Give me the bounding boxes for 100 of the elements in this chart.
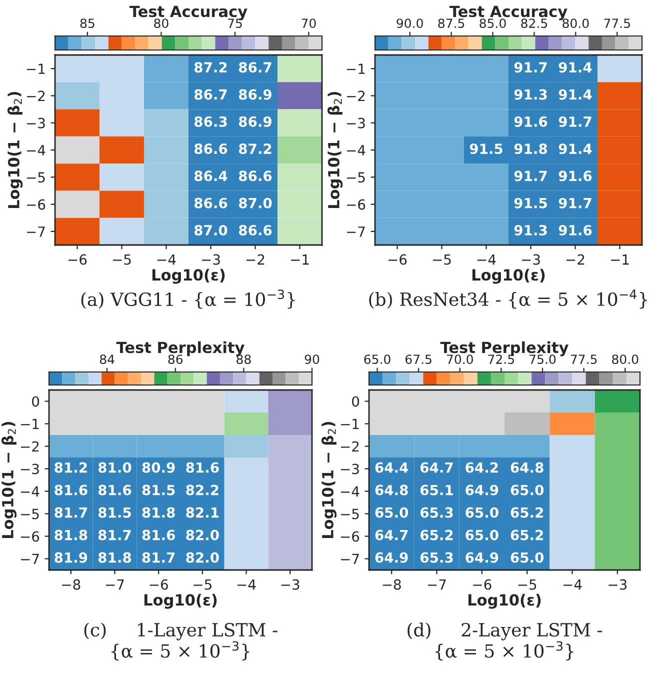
- y-tick-label: −1: [20, 418, 39, 430]
- data-label: 91.8: [514, 144, 548, 154]
- data-label: 91.5: [470, 144, 502, 154]
- text: (d) 2-Layer LSTM - {α = 5 × 10$^{−3}$}: [408, 622, 602, 660]
- data-label: 86.6: [194, 198, 228, 208]
- y-tick-label: −6: [346, 199, 366, 210]
- color-bar-title: Test Perplexity: [116, 341, 244, 356]
- color-bar-label: 70.0: [446, 354, 473, 364]
- data-label: 81.8: [98, 552, 132, 563]
- y-axis-title: Log10(1 − β$_{2}$): [321, 422, 337, 538]
- data-label: 91.4: [558, 144, 592, 154]
- color-bar-label: 85: [80, 18, 94, 28]
- data-label: 81.7: [98, 530, 131, 540]
- y-tick-label: −1: [26, 64, 45, 74]
- color-bar-label: 72.5: [488, 354, 514, 364]
- data-label: 82.2: [186, 484, 218, 496]
- data-label: 91.5: [514, 198, 547, 208]
- y-tick-label: −5: [340, 508, 359, 520]
- data-label: 64.2: [466, 462, 498, 473]
- data-label: 64.8: [510, 462, 544, 473]
- color-bar-label: 82.5: [521, 18, 548, 28]
- color-bar-label: 65.0: [364, 354, 390, 364]
- x-tick-label: −3: [202, 254, 220, 265]
- y-tick-label: −6: [20, 531, 40, 542]
- x-tick-label: −4: [237, 579, 256, 590]
- data-label: 87.2: [238, 144, 272, 154]
- y-tick-label: −1: [346, 64, 365, 74]
- data-label: 87.2: [194, 62, 227, 73]
- data-label: 64.8: [375, 484, 408, 496]
- data-label: 65.0: [510, 552, 544, 563]
- data-label: 81.6: [186, 462, 219, 473]
- y-tick-label: 0: [32, 396, 40, 407]
- x-tick-label: −7: [106, 579, 124, 590]
- x-tick-label: −6: [473, 579, 492, 590]
- color-bar-label: 86: [168, 354, 183, 364]
- x-tick-label: −5: [432, 254, 451, 265]
- data-label: 82.0: [186, 530, 219, 540]
- y-tick-label: −6: [340, 531, 360, 542]
- data-label: 65.2: [510, 507, 544, 518]
- data-label: 81.0: [98, 462, 132, 473]
- data-label: 91.6: [558, 170, 592, 182]
- color-bar-label: 84: [100, 354, 114, 364]
- color-bar-label: 75.0: [530, 354, 556, 364]
- y-tick-label: −7: [340, 554, 359, 564]
- x-tick-label: −5: [518, 579, 536, 590]
- y-tick-label: −4: [346, 145, 366, 156]
- x-tick-label: −8: [62, 579, 80, 590]
- data-label: 86.4: [194, 170, 228, 182]
- data-label: 81.2: [54, 462, 87, 473]
- y-tick-label: −7: [26, 226, 45, 237]
- x-tick-label: −2: [566, 254, 584, 265]
- data-label: 91.7: [558, 116, 592, 127]
- y-tick-label: −2: [340, 441, 359, 452]
- y-tick-label: −4: [26, 145, 46, 156]
- data-label: 82.1: [186, 507, 219, 518]
- y-tick-label: −4: [340, 486, 360, 497]
- color-bar-label: 80: [154, 18, 168, 28]
- y-tick-label: 0: [352, 396, 360, 407]
- data-label: 86.6: [238, 170, 272, 182]
- data-label: 81.5: [142, 484, 175, 496]
- data-label: 65.2: [420, 530, 453, 540]
- y-tick-label: −5: [346, 172, 365, 183]
- data-label: 81.7: [142, 552, 175, 563]
- x-tick-label: −1: [610, 254, 629, 265]
- data-label: 91.7: [514, 62, 547, 73]
- x-axis-title: Log10(ε): [472, 268, 545, 284]
- x-tick-label: −4: [157, 254, 176, 265]
- x-tick-label: −3: [608, 579, 627, 590]
- data-label: 91.4: [558, 89, 592, 100]
- y-tick-label: −5: [26, 172, 45, 183]
- data-label: 81.7: [54, 507, 87, 518]
- data-label: 81.9: [54, 552, 88, 563]
- y-axis-title: Log10(1 − β$_{2}$): [1, 422, 17, 538]
- data-label: 86.9: [238, 116, 272, 127]
- color-bar-label: 77.5: [604, 18, 630, 28]
- data-label: 65.0: [466, 530, 498, 540]
- y-tick-label: −3: [26, 118, 45, 128]
- color-bar-label: 70: [302, 18, 316, 28]
- x-axis-title: Log10(ε): [468, 594, 541, 609]
- data-label: 81.8: [142, 507, 175, 518]
- data-label: 91.7: [558, 198, 592, 208]
- data-label: 64.9: [375, 552, 408, 563]
- x-tick-label: −6: [150, 579, 168, 590]
- data-label: 64.9: [466, 552, 498, 563]
- data-label: 64.4: [375, 462, 408, 473]
- data-label: 86.9: [238, 89, 272, 100]
- data-label: 91.4: [558, 62, 592, 73]
- data-label: 86.7: [194, 89, 227, 100]
- data-label: 65.0: [375, 507, 408, 518]
- y-tick-label: −4: [20, 486, 40, 497]
- data-label: 65.1: [420, 484, 453, 496]
- color-bar-label: 85.0: [480, 18, 506, 28]
- x-tick-label: −6: [68, 254, 87, 265]
- y-tick-label: −2: [26, 90, 45, 101]
- y-tick-label: −5: [20, 508, 39, 520]
- x-tick-label: −3: [522, 254, 540, 265]
- color-bar-label: 80.0: [562, 18, 589, 28]
- x-tick-label: −3: [281, 579, 300, 590]
- y-tick-label: −7: [20, 554, 39, 564]
- y-tick-label: −3: [346, 118, 365, 128]
